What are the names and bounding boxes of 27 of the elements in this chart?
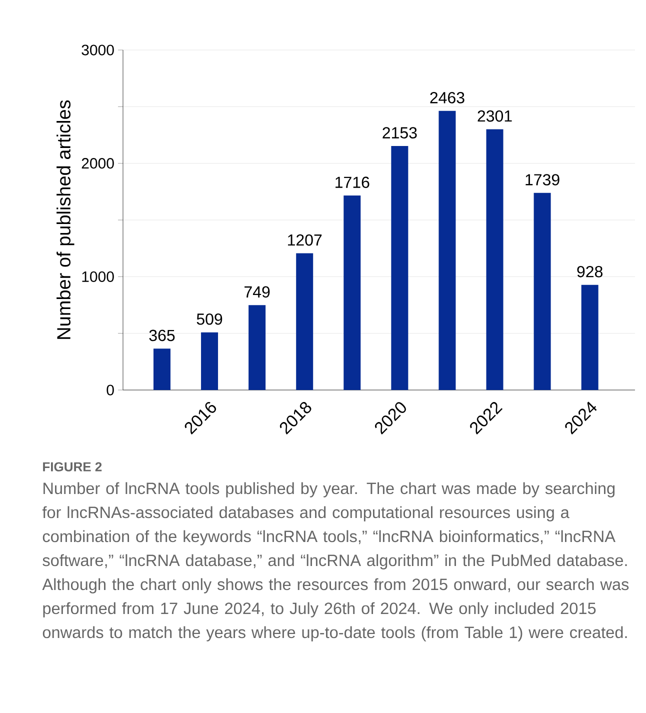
data-label: 365 xyxy=(149,330,175,342)
data-label: 2301 xyxy=(478,110,512,122)
data-label: 1207 xyxy=(288,234,322,246)
data-label: 509 xyxy=(196,313,222,325)
y-tick-label: 3000 xyxy=(82,44,114,56)
data-label: 749 xyxy=(244,286,270,298)
bar xyxy=(391,146,408,390)
text: Number of lncRNA tools published by year. The chart was made by searching for lncRNAs-associated databases and computational resources using a combination of the keywords “lncRNA tools,” “lncRNA bioinformatics,” “lncRNA software,” “lncRNA database,” and “lncRNA algorithm” in the PubMed database. Although the chart only shows the resources from 2015 onward, our search was performed from 17 June 2024, to July 26th of 2024. We only included 2015 onwards to match the years where up-to-date tools (from Table 1) were created. xyxy=(42,482,629,642)
y-tick-label: 2000 xyxy=(82,158,114,169)
data-label: 2463 xyxy=(430,92,464,104)
bar xyxy=(296,253,314,390)
y-axis-title: Number of published articles xyxy=(56,100,74,339)
bar xyxy=(438,110,456,390)
bar xyxy=(153,348,170,390)
bar xyxy=(344,196,361,390)
bar xyxy=(581,284,598,390)
bar xyxy=(248,305,266,390)
bar xyxy=(486,129,504,390)
data-label: 1739 xyxy=(526,174,560,186)
data-label: 1716 xyxy=(336,176,370,188)
y-tick-label: 1000 xyxy=(82,271,114,282)
data-label: 2153 xyxy=(382,127,417,138)
y-tick-label: 0 xyxy=(106,384,114,396)
caption: FIGURE 2 xyxy=(43,462,102,472)
data-label: 928 xyxy=(577,266,602,278)
bar xyxy=(201,332,218,390)
bar xyxy=(534,192,551,390)
